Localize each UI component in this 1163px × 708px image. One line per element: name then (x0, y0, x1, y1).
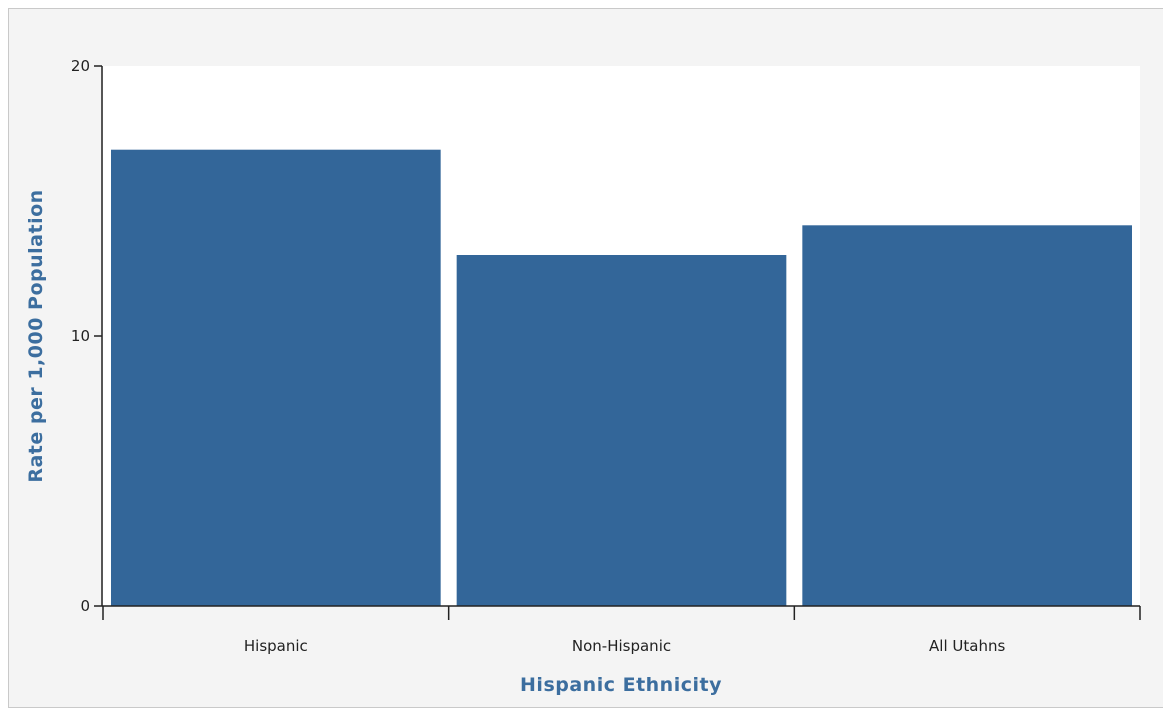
x-tick-label: Hispanic (244, 637, 308, 655)
y-tick-label: 10 (71, 327, 90, 345)
x-axis-title: Hispanic Ethnicity (520, 674, 722, 696)
y-axis-title: Rate per 1,000 Population (25, 189, 47, 482)
x-tick-label: Non-Hispanic (572, 637, 671, 655)
y-tick-label: 20 (71, 57, 90, 75)
bar-non-hispanic[interactable] (456, 255, 787, 606)
bar-all-utahns[interactable] (802, 225, 1132, 607)
bar-hispanic[interactable] (111, 149, 441, 606)
y-tick-label: 0 (80, 597, 90, 615)
x-tick-label: All Utahns (929, 637, 1005, 655)
